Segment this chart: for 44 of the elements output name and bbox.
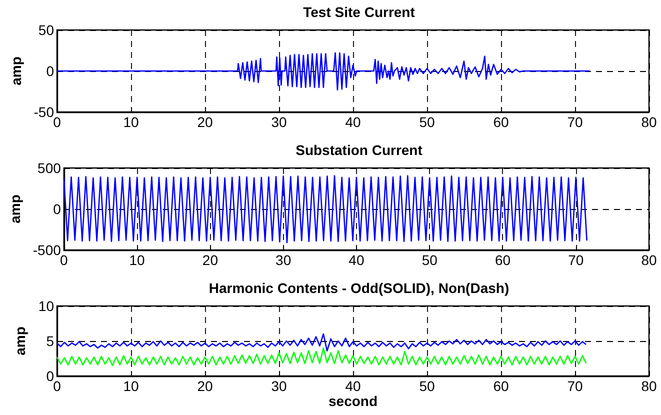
- y-axis-title: amp: [8, 56, 24, 86]
- x-tick-label: 40: [348, 252, 364, 268]
- y-tick-label: 0: [53, 201, 62, 217]
- x-tick-label: 20: [197, 378, 213, 394]
- y-axis-title: amp: [7, 194, 23, 224]
- y-tick-label: 5: [46, 333, 54, 349]
- x-tick-label: 30: [271, 378, 287, 394]
- y-tick-label: 10: [38, 298, 54, 314]
- x-tick-label: 20: [202, 252, 218, 268]
- line-series: [56, 52, 590, 91]
- x-tick-label: 20: [197, 114, 213, 130]
- line-series: [56, 333, 587, 352]
- x-tick-label: 10: [129, 252, 146, 268]
- x-tick-label: 80: [641, 378, 657, 394]
- x-tick-label: 80: [641, 252, 657, 268]
- x-axis-title: second: [328, 392, 378, 409]
- y-tick-label: -500: [32, 242, 62, 258]
- y-axis-title: amp: [12, 326, 28, 356]
- y-tick-label: -50: [34, 104, 54, 120]
- x-tick-label: 70: [567, 114, 583, 130]
- x-tick-label: 40: [345, 378, 361, 394]
- chart-title: Test Site Current: [303, 4, 416, 20]
- y-tick-label: 50: [38, 22, 54, 38]
- x-tick-label: 30: [271, 114, 287, 130]
- x-tick-label: 50: [419, 114, 435, 130]
- chart-title: Harmonic Contents - Odd(SOLID), Non(Dash): [208, 280, 510, 296]
- x-tick-label: 10: [123, 378, 139, 394]
- x-tick-label: 30: [276, 252, 292, 268]
- x-tick-label: 70: [567, 378, 583, 394]
- y-tick-label: 500: [38, 160, 62, 176]
- x-tick-label: 70: [568, 252, 584, 268]
- x-tick-label: 50: [419, 378, 435, 394]
- y-tick-label: 0: [46, 63, 54, 79]
- line-series: [56, 347, 587, 366]
- x-tick-label: 60: [494, 252, 511, 268]
- x-tick-label: 50: [422, 252, 438, 268]
- x-tick-label: 10: [123, 114, 139, 130]
- x-tick-label: 40: [345, 114, 361, 130]
- x-tick-label: 60: [493, 114, 509, 130]
- x-tick-label: 80: [641, 114, 657, 130]
- x-tick-label: 60: [493, 378, 509, 394]
- line-series: [63, 175, 588, 244]
- y-tick-label: 0: [46, 368, 54, 384]
- chart-title: Substation Current: [296, 142, 423, 158]
